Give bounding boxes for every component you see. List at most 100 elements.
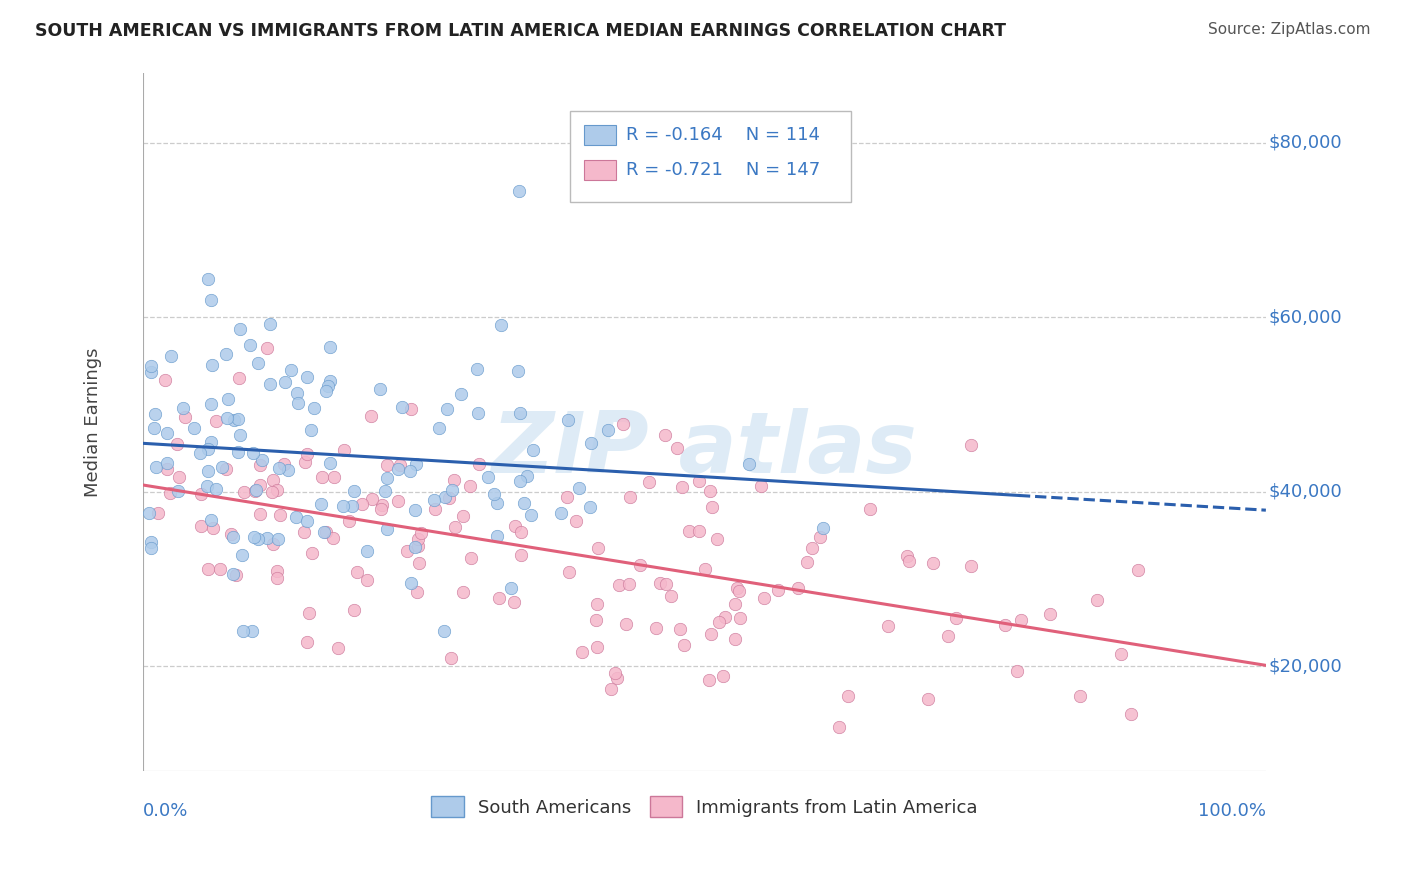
Point [688,474,710,488]
Point [374,484,396,499]
Point [269,461,291,475]
Point [360,409,382,424]
Point [262,537,284,551]
Point [138,506,160,520]
Point [585,640,607,654]
Point [467,457,489,471]
Point [508,364,530,378]
Point [650,576,672,591]
Point [678,524,700,538]
Point [240,624,263,639]
Point [586,597,609,611]
Point [404,503,426,517]
Point [285,510,308,524]
Point [688,524,710,538]
Point [292,525,315,540]
Point [668,622,690,636]
Point [245,483,267,498]
Point [612,417,634,431]
Point [837,689,859,703]
Point [617,576,640,591]
Point [232,624,254,639]
Point [1085,593,1108,607]
Point [141,359,163,373]
Point [260,485,283,500]
Point [406,539,429,553]
Point [315,384,337,398]
Point [301,546,323,560]
Point [315,524,337,539]
FancyBboxPatch shape [569,112,851,202]
Point [513,496,536,510]
Point [606,671,628,685]
Point [522,442,544,457]
Point [204,414,226,428]
Point [749,479,772,493]
Point [395,543,418,558]
Point [655,576,678,591]
Point [249,478,271,492]
Point [143,407,166,421]
Point [375,470,398,484]
Point [316,379,339,393]
Point [666,442,689,456]
Point [340,500,363,514]
Point [922,557,945,571]
Point [585,613,607,627]
Point [460,550,482,565]
Point [728,584,751,599]
Point [143,421,166,435]
Point [197,442,219,456]
Point [579,435,602,450]
Point [242,446,264,460]
Point [786,581,808,595]
Point [197,464,219,478]
Point [375,458,398,473]
Point [332,500,354,514]
Point [295,514,318,528]
Point [387,462,409,476]
Text: Median Earnings: Median Earnings [84,347,101,497]
Point [1121,706,1143,721]
Point [450,387,472,401]
Point [188,446,211,460]
Point [711,669,734,683]
Point [273,457,295,471]
Point [269,508,291,522]
Point [139,535,162,549]
Point [217,411,239,425]
Point [697,673,720,687]
Point [408,556,430,570]
Point [724,632,747,647]
Point [960,438,983,452]
Point [1111,648,1133,662]
Point [579,500,602,514]
Point [897,554,920,568]
Point [433,490,456,504]
Point [295,446,318,460]
Point [637,475,659,489]
Point [356,573,378,587]
Point [172,401,194,415]
Point [550,506,572,520]
Point [219,526,242,541]
Point [1007,665,1029,679]
Point [222,413,245,427]
Point [714,610,737,624]
Point [588,541,610,556]
Point [153,373,176,387]
Point [695,562,717,576]
Text: $80,000: $80,000 [1268,134,1341,152]
Point [444,520,467,534]
Point [603,665,626,680]
Point [200,435,222,450]
Point [406,533,429,547]
Point [671,480,693,494]
Point [440,651,463,665]
Bar [585,125,616,145]
Point [217,392,239,407]
Point [659,589,682,603]
Point [555,490,578,504]
Point [156,462,179,476]
Text: $20,000: $20,000 [1268,657,1341,675]
